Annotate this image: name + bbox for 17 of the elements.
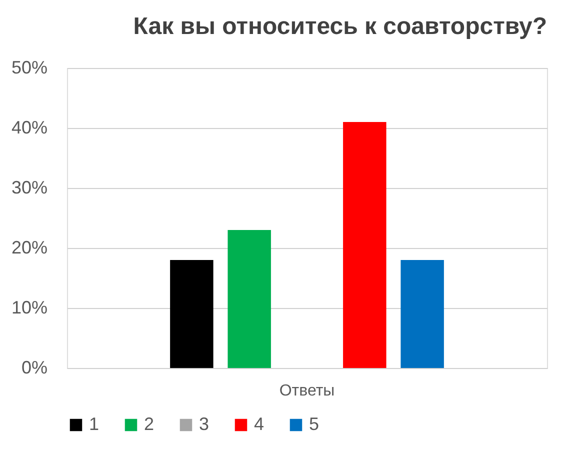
legend-label: 4 <box>254 414 264 434</box>
bar <box>228 230 271 368</box>
bar <box>170 260 214 368</box>
y-tick-label: 20% <box>11 238 48 258</box>
legend-label: 5 <box>309 414 320 434</box>
bar <box>400 260 444 368</box>
legend-label: 1 <box>89 414 100 434</box>
legend-label: 3 <box>199 414 210 434</box>
chart-title: Как вы относитесь к соавторству? <box>133 13 547 40</box>
y-tick-label: 50% <box>11 58 48 78</box>
y-tick-label: 30% <box>11 178 48 198</box>
y-tick-label: 40% <box>11 118 48 138</box>
y-tick-label: 0% <box>21 358 48 378</box>
legend-label: 2 <box>144 414 154 434</box>
y-tick-label: 10% <box>11 298 48 318</box>
x-tick-label: Ответы <box>279 382 335 400</box>
bar <box>343 122 386 368</box>
